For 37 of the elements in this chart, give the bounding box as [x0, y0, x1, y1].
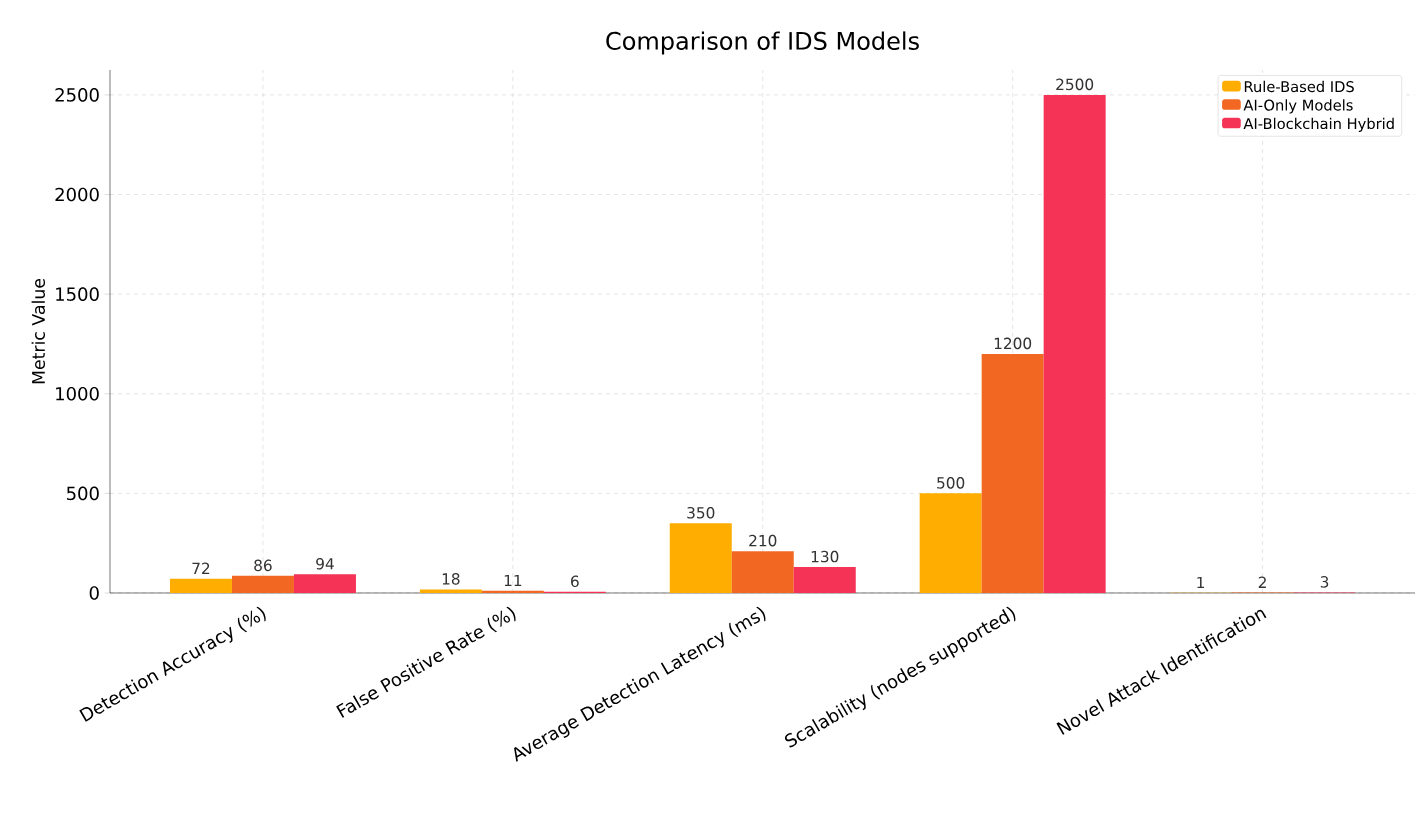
- data-label: 210: [749, 534, 777, 547]
- bar: [481, 590, 544, 593]
- y-tick-label: 500: [66, 486, 99, 501]
- data-label: 18: [442, 573, 460, 585]
- data-label: 130: [811, 550, 839, 563]
- data-label: 2: [1258, 576, 1266, 588]
- y-axis-title: Metric Value: [31, 278, 46, 384]
- data-label: 86: [254, 559, 272, 572]
- y-tick-label: 1500: [56, 287, 99, 301]
- bar: [981, 353, 1044, 593]
- data-label: 6: [571, 575, 579, 588]
- bar: [231, 575, 294, 593]
- data-label: 500: [937, 477, 965, 489]
- data-label: 1: [1197, 576, 1205, 589]
- data-label: 1200: [994, 337, 1032, 350]
- data-label: 72: [192, 562, 210, 574]
- bar: [669, 523, 732, 593]
- data-label: 3: [1320, 576, 1329, 588]
- y-tick-label: 2500: [55, 88, 99, 102]
- bar: [419, 589, 482, 593]
- bar: [293, 574, 356, 593]
- y-tick-label: 1000: [56, 386, 99, 401]
- bar: [731, 551, 794, 593]
- data-label: 350: [687, 506, 715, 519]
- bar: [919, 493, 982, 593]
- chart-title: Comparison of IDS Models: [606, 31, 919, 55]
- data-label: 11: [504, 574, 522, 587]
- data-label: 94: [316, 557, 334, 570]
- bar: [169, 578, 232, 593]
- data-label: 2500: [1056, 78, 1094, 91]
- bar: [1043, 94, 1106, 593]
- legend-label: AI-Blockchain Hybrid: [1243, 117, 1394, 132]
- legend-label: Rule-Based IDS: [1244, 80, 1354, 93]
- bar: [793, 567, 856, 593]
- y-tick-label: 0: [89, 586, 99, 600]
- legend-label: AI-Only Models: [1243, 99, 1353, 114]
- y-tick-label: 2000: [55, 187, 99, 202]
